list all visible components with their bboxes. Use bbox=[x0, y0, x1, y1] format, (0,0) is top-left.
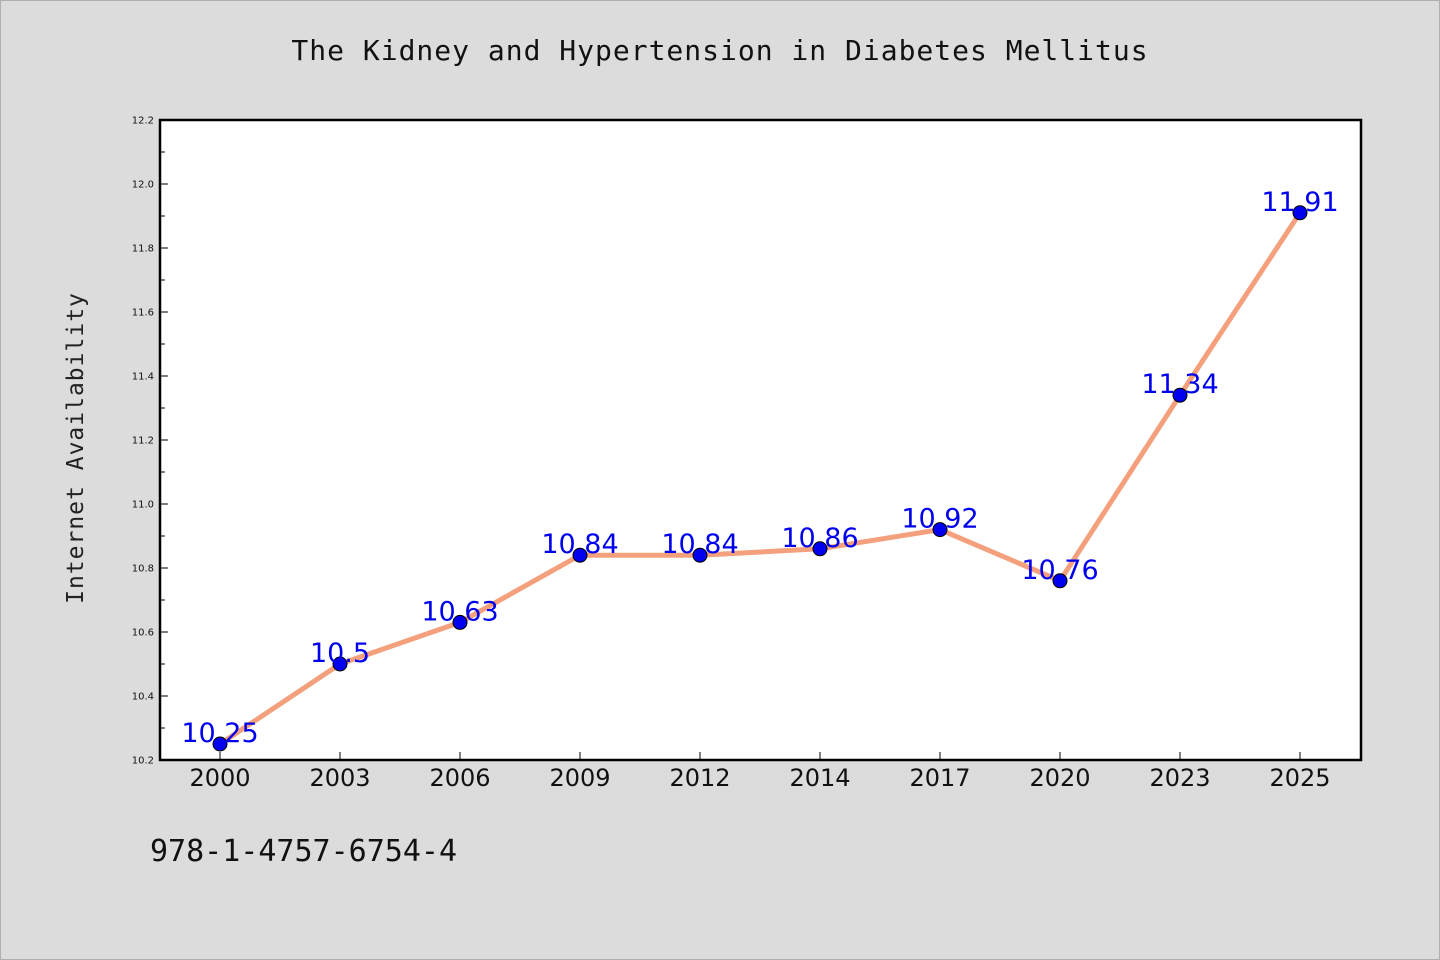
y-tick-label: 11.2 bbox=[132, 436, 154, 447]
data-point bbox=[1172, 387, 1188, 403]
x-tick-label: 2012 bbox=[669, 764, 730, 792]
x-tick-label: 2025 bbox=[1269, 764, 1330, 792]
y-tick-label: 10.6 bbox=[132, 628, 154, 639]
series-line bbox=[217, 210, 1303, 747]
data-label: 11.34 bbox=[1141, 369, 1218, 400]
y-tick-label: 11.8 bbox=[132, 244, 154, 255]
plot-border bbox=[158, 118, 1363, 762]
data-label: 10.63 bbox=[421, 596, 498, 627]
x-tick-label: 2009 bbox=[549, 764, 610, 792]
data-point bbox=[932, 522, 948, 538]
isbn-text: 978-1-4757-6754-4 bbox=[150, 834, 458, 869]
data-label: 10.76 bbox=[1021, 555, 1098, 586]
x-tick-label: 2014 bbox=[789, 764, 850, 792]
data-point bbox=[812, 541, 828, 557]
y-tick-label: 10.2 bbox=[132, 756, 154, 767]
data-label: 10.5 bbox=[310, 638, 370, 669]
x-tick-label: 2000 bbox=[189, 764, 250, 792]
x-tick-label: 2020 bbox=[1029, 764, 1090, 792]
data-point bbox=[212, 736, 228, 752]
data-point bbox=[452, 614, 468, 630]
data-label: 10.92 bbox=[901, 504, 978, 535]
chart-title: The Kidney and Hypertension in Diabetes … bbox=[291, 34, 1149, 67]
y-tick-label: 11.4 bbox=[132, 372, 154, 383]
x-tick-label: 2003 bbox=[309, 764, 370, 792]
data-label: 11.91 bbox=[1261, 187, 1338, 218]
y-tick-label: 11.0 bbox=[132, 500, 154, 511]
y-tick-label: 10.8 bbox=[132, 564, 154, 575]
x-tick-label: 2017 bbox=[909, 764, 970, 792]
y-tick-label: 10.4 bbox=[132, 692, 154, 703]
x-tick-label: 2006 bbox=[429, 764, 490, 792]
data-point bbox=[1292, 205, 1308, 221]
data-point bbox=[692, 547, 708, 563]
y-tick-label: 11.6 bbox=[132, 308, 154, 319]
data-point bbox=[572, 547, 588, 563]
data-label: 10.25 bbox=[181, 718, 258, 749]
y-tick-label: 12.2 bbox=[132, 116, 154, 127]
data-label: 10.84 bbox=[661, 529, 738, 560]
data-point bbox=[332, 656, 348, 672]
data-label: 10.86 bbox=[781, 523, 858, 554]
x-tick-label: 2023 bbox=[1149, 764, 1210, 792]
data-label: 10.84 bbox=[541, 529, 618, 560]
plot-area bbox=[160, 120, 1361, 760]
data-point bbox=[1052, 573, 1068, 589]
y-tick-label: 12.0 bbox=[132, 180, 154, 191]
